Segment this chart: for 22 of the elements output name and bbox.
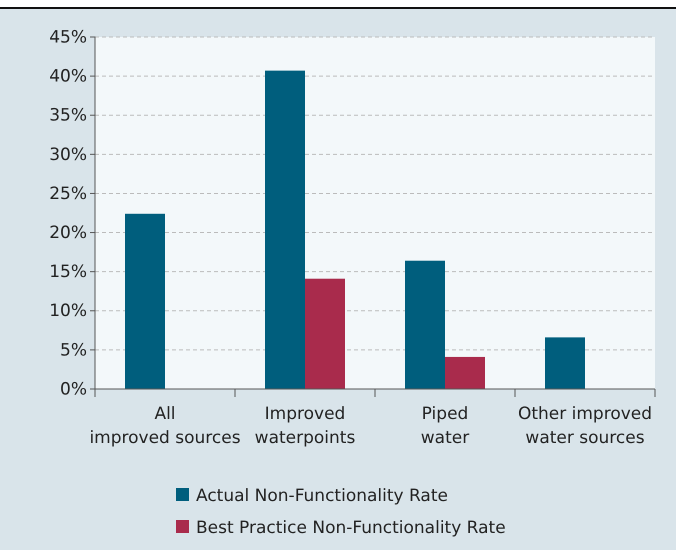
y-tick-label: 25% [49,184,87,204]
bar [265,70,305,389]
y-tick-label: 40% [49,66,87,87]
y-tick-label: 45% [49,27,87,48]
x-tick-label: Other improved water sources [518,404,652,448]
y-tick-label: 0% [60,379,87,400]
bar [405,260,445,389]
x-tick-label: Piped water [420,404,470,448]
y-tick-label: 30% [49,144,87,165]
x-tick-label: Improved waterpoints [254,404,356,448]
y-tick-label: 20% [49,222,87,243]
x-tick-label: All improved sources [89,404,241,448]
bar [305,278,345,389]
bar [545,337,585,389]
bar [445,356,485,389]
bar [125,214,165,389]
y-tick-label: 15% [49,262,87,282]
y-tick-label: 5% [60,340,87,360]
legend-label: Best Practice Non-Functionality Rate [196,518,506,538]
legend-label: Actual Non-Functionality Rate [196,486,448,506]
y-tick-label: 10% [49,301,87,322]
y-tick-label: 35% [49,106,87,126]
